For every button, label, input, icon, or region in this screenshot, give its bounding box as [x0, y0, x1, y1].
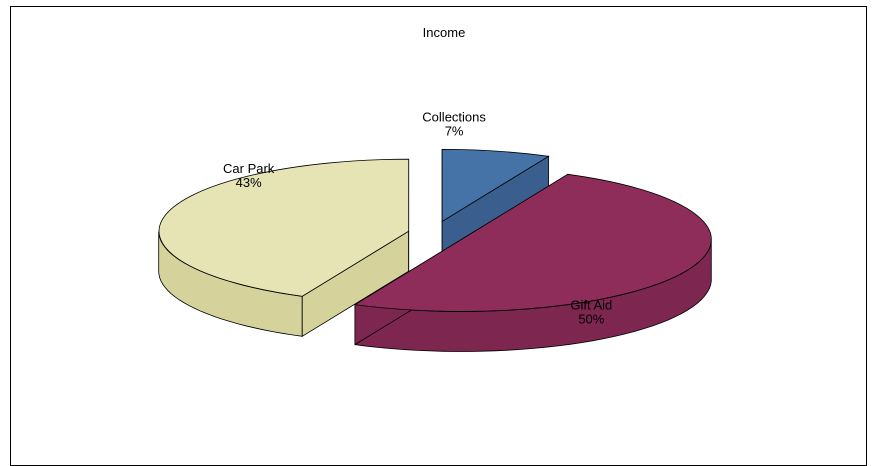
- chart-title: Income: [423, 25, 466, 40]
- slice-top-gift-aid: [353, 173, 712, 312]
- slice-gift-aid: [353, 173, 712, 352]
- slice-top-collections: [441, 148, 550, 223]
- pie-group: [158, 148, 712, 352]
- slice-percent-gift-aid: 50%: [578, 311, 604, 326]
- slice-percent-car-park: 43%: [236, 175, 262, 190]
- slice-label-collections: Collections: [422, 109, 486, 124]
- slice-label-car-park: Car Park: [223, 161, 275, 176]
- chart-frame: [10, 6, 867, 466]
- slice-percent-collections: 7%: [445, 123, 464, 138]
- slice-label-gift-aid: Gift Aid: [570, 297, 612, 312]
- slice-car-park: [158, 158, 410, 338]
- slice-top-car-park: [158, 158, 410, 297]
